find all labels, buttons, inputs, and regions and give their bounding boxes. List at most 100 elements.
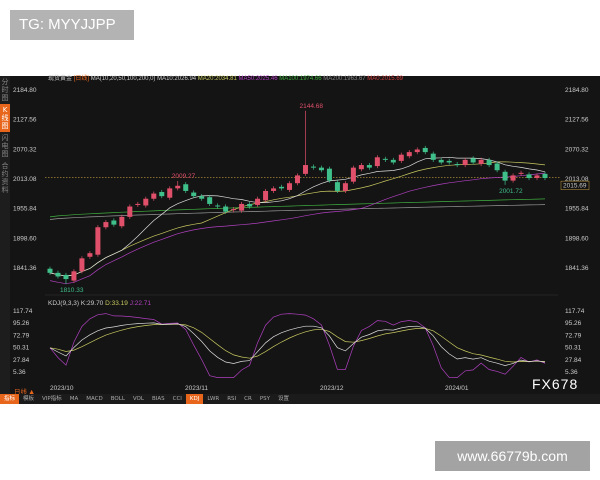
candle-body (526, 174, 532, 179)
price-tick-right: 2127.56 (565, 117, 589, 124)
candle-body (87, 253, 93, 257)
price-tick-right: 2184.80 (565, 87, 589, 94)
kdj-tick-left: 50.31 (13, 345, 30, 352)
period[interactable]: [日线] (73, 76, 90, 82)
candle-body (47, 268, 53, 273)
sidebar-item-timeshare[interactable]: 分时图 (1, 78, 9, 102)
symbol: 现货黄金 (48, 76, 73, 82)
candle-body (398, 154, 404, 161)
candle-body (95, 227, 101, 255)
candle-body (406, 152, 412, 157)
candle-body (167, 188, 173, 198)
period-label[interactable]: 日线 ▲ (14, 388, 35, 396)
tab-cr[interactable]: CR (244, 396, 252, 402)
x-tick: 2023/12 (320, 385, 344, 392)
tab-ma[interactable]: MA (69, 396, 79, 402)
price-tick-right: 2013.08 (565, 176, 589, 183)
price-annotation: 1810.33 (60, 287, 84, 294)
candle-body (350, 167, 356, 182)
candle-body (542, 173, 548, 179)
candle-body (263, 190, 269, 201)
candle-body (502, 171, 508, 181)
candle-body (183, 184, 189, 191)
kdj-tick-left: 95.26 (13, 320, 30, 327)
price-tick-right: 1898.60 (565, 235, 589, 242)
candle-body (494, 163, 500, 171)
candle-body (358, 165, 364, 170)
kdj-j: J:22.71 (129, 300, 152, 307)
ma0-value: MA0:2015.69 (367, 76, 403, 82)
candle-body (143, 198, 149, 206)
price-tick-right: 1841.36 (565, 265, 589, 272)
sidebar-item-flash[interactable]: 闪电图 (1, 134, 9, 158)
tab-kdj[interactable]: KDJ (185, 394, 204, 404)
candle-body (326, 168, 332, 181)
price-tick-left: 1898.60 (13, 235, 37, 242)
ma100-value: MA100:1974.66 (279, 76, 322, 82)
tab-boll[interactable]: BOLL (110, 396, 125, 402)
candle-body (454, 164, 460, 166)
price-tick-left: 1841.36 (13, 265, 37, 272)
kdj-tick-right: 95.26 (565, 320, 582, 327)
candle-body (318, 167, 324, 171)
tab-cci[interactable]: CCI (172, 396, 182, 402)
candle-body (159, 191, 165, 197)
tab-vip指标[interactable]: VIP指标 (42, 396, 62, 402)
ma200-line (49, 204, 546, 220)
fx678-logo: FX678 (532, 376, 579, 392)
price-tick-left: 2184.80 (13, 87, 37, 94)
price-annotation: 2009.27 (172, 173, 196, 180)
tab-设置[interactable]: 设置 (278, 396, 290, 402)
price-chart[interactable]: 2184.80 2184.80 2127.56 2127.56 2070.32 2070.… (0, 76, 600, 394)
candle-body (175, 185, 181, 189)
ma100-line (49, 198, 546, 218)
price-tick-right: 1955.84 (565, 206, 589, 213)
candle-body (215, 205, 221, 207)
price-annotation: 2001.72 (499, 188, 523, 195)
kdj-tick-right: 72.79 (565, 332, 582, 339)
kdj-tick-right: 5.36 (565, 369, 578, 376)
candle-body (279, 186, 285, 189)
candle-body (247, 203, 253, 207)
candle-body (414, 149, 420, 153)
candle-body (111, 220, 117, 225)
tab-指标[interactable]: 指标 (0, 394, 20, 404)
candle-body (422, 147, 428, 153)
x-tick: 2024/01 (445, 385, 469, 392)
tab-rsi[interactable]: RSI (227, 396, 237, 402)
ma200-value: MA200:1963.67 (323, 76, 366, 82)
candle-body (103, 222, 109, 228)
candle-body (390, 159, 396, 163)
tab-vol[interactable]: VOL (132, 396, 144, 402)
candle-body (135, 203, 141, 205)
tab-模板[interactable]: 模板 (23, 396, 35, 402)
kdj-j-line (49, 313, 546, 378)
kdj-tick-left: 5.36 (13, 369, 26, 376)
candle-body (366, 165, 372, 168)
chart-app: 分时图 K线图 闪电图 合约资料 2184.80 2184.80 2127.56 21… (0, 76, 600, 404)
tab-macd[interactable]: MACD (86, 396, 103, 402)
candle-body (79, 258, 85, 272)
candle-body (271, 188, 277, 191)
tab-lwr[interactable]: LWR (207, 396, 220, 402)
ma50-line (49, 172, 546, 285)
candle-body (151, 193, 157, 199)
candle-body (199, 196, 205, 199)
kdj-tick-right: 50.31 (565, 345, 582, 352)
tab-bias[interactable]: BIAS (151, 396, 165, 402)
candle-body (223, 206, 229, 212)
price-tick-left: 1955.84 (13, 206, 37, 213)
kdj-k-line (49, 322, 546, 366)
sidebar-item-contract[interactable]: 合约资料 (1, 162, 9, 194)
sidebar-item-kline[interactable]: K线图 (0, 104, 10, 132)
price-tick-left: 2127.56 (13, 117, 37, 124)
kdj-k: K:29.70 (80, 300, 104, 307)
tab-psy[interactable]: PSY (259, 396, 270, 402)
candle-body (63, 274, 69, 280)
candle-body (446, 160, 452, 163)
candle-body (255, 198, 261, 205)
chart-header: 现货黄金 [日线] MA(10,20,50,100,200,0) MA10:20… (48, 76, 403, 83)
candle-body (302, 165, 308, 174)
candle-body (334, 182, 340, 191)
candle-body (342, 183, 348, 191)
